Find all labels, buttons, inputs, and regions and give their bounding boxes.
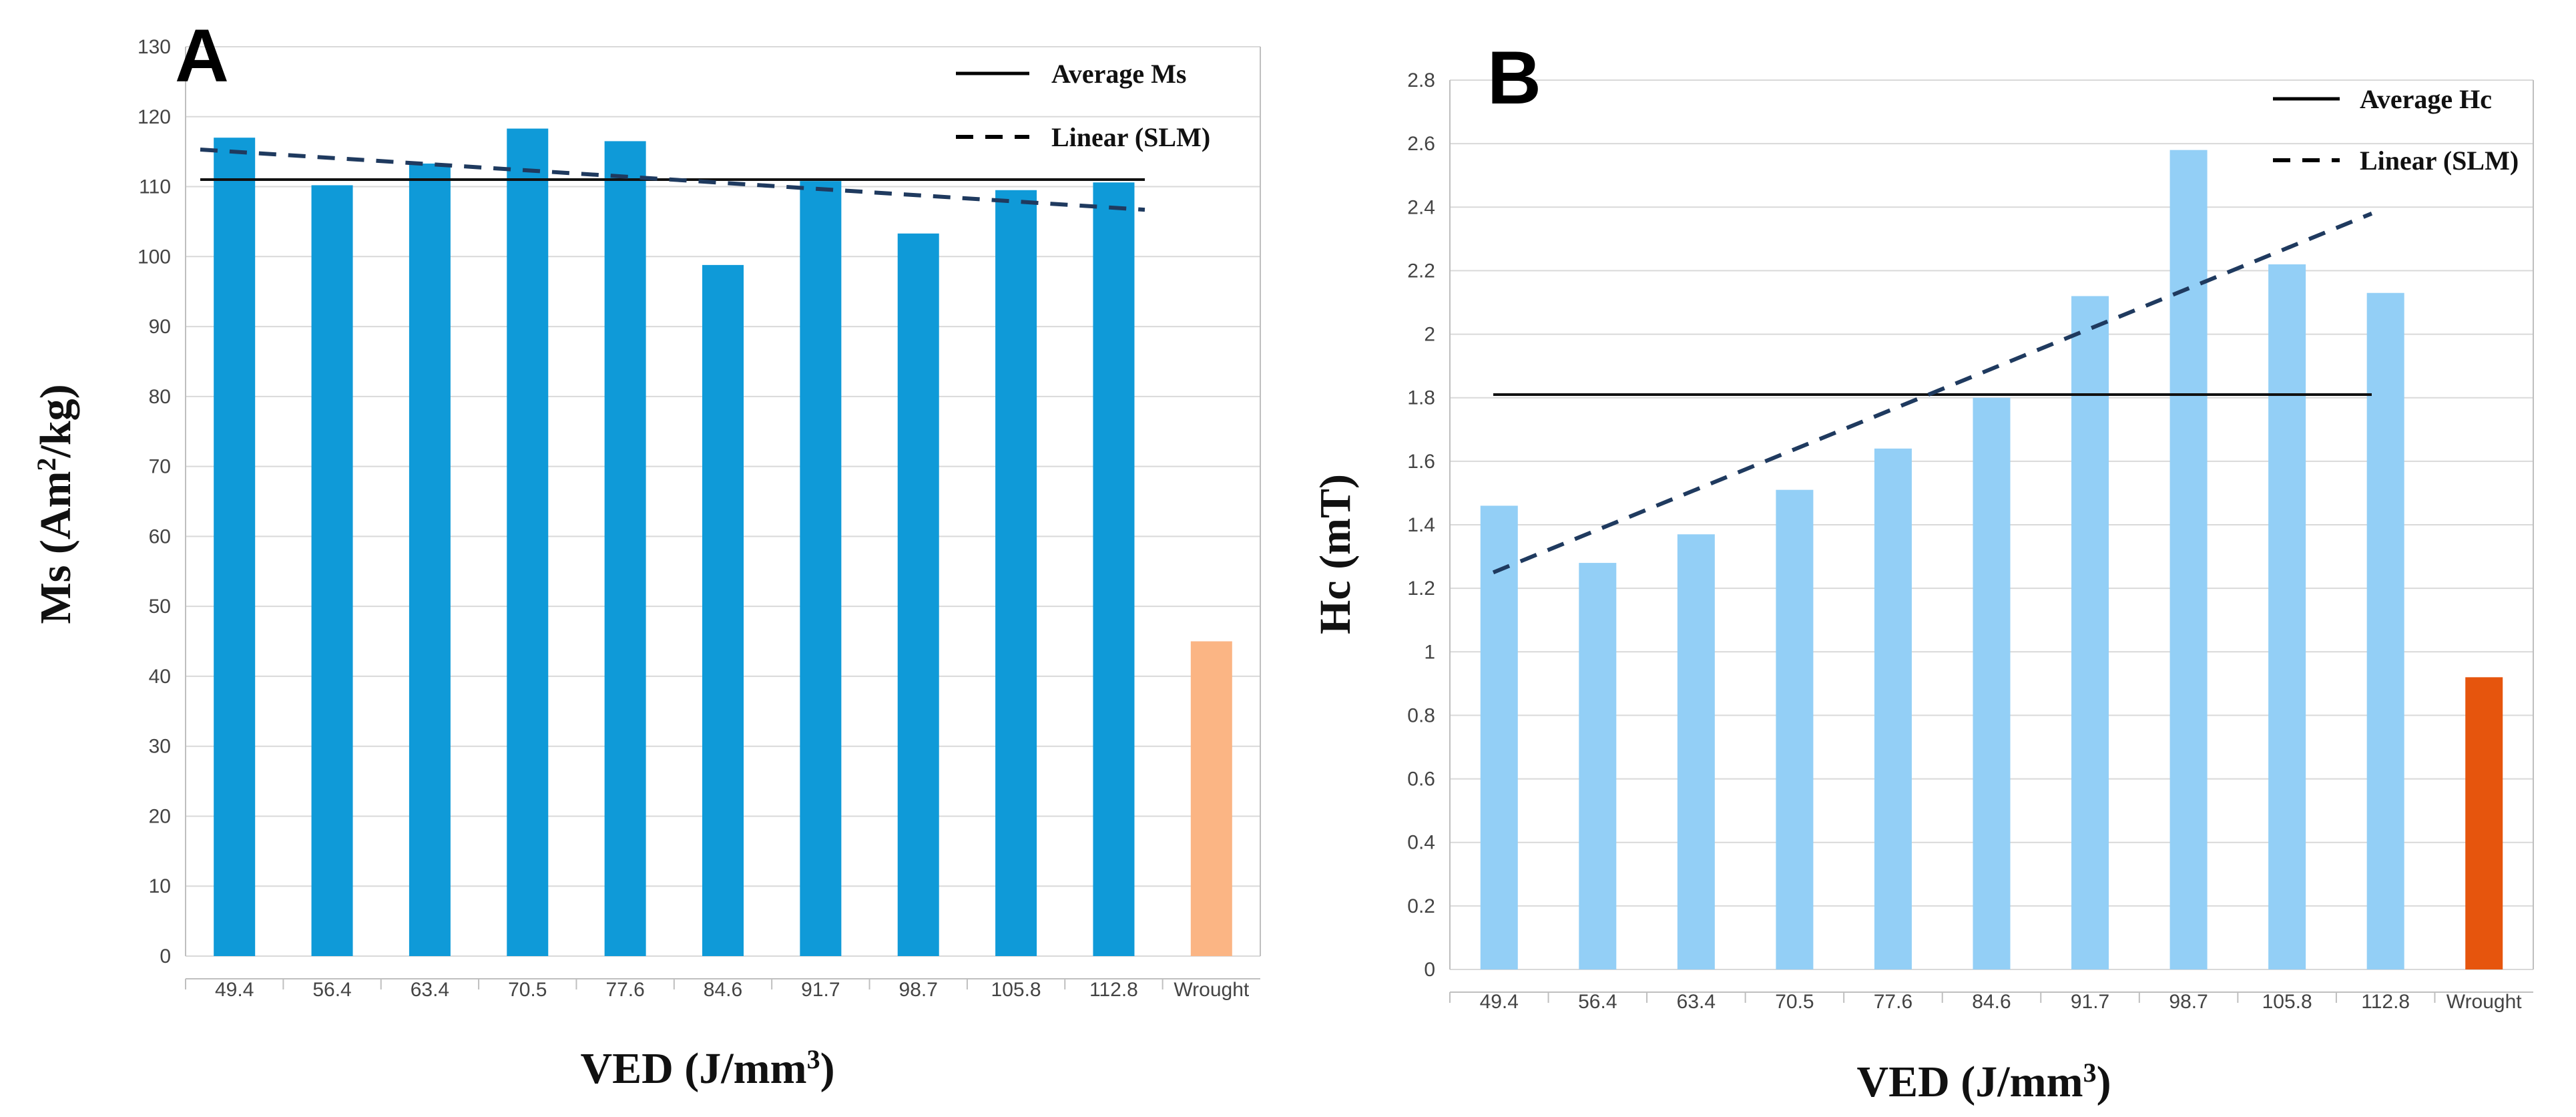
y-tick-label-a: 0	[160, 945, 171, 967]
x-tick-label-b: 77.6	[1874, 991, 1912, 1013]
y-axis-label-a: Ms (Am2/kg)	[31, 384, 81, 624]
y-tick-label-a: 120	[138, 106, 171, 128]
x-axis-label-b: VED (J/mm3)	[1856, 1058, 2111, 1107]
y-tick-label-b: 1	[1424, 641, 1435, 663]
y-tick-label-b: 2.4	[1407, 196, 1435, 218]
legend-trend-label-b: Linear (SLM)	[2360, 146, 2519, 176]
bar-b-49.4	[1480, 505, 1518, 969]
y-tick-label-b: 2.2	[1407, 260, 1435, 282]
bar-b-70.5	[1776, 489, 1814, 969]
x-tick-label-a: 91.7	[801, 979, 840, 1001]
y-tick-label-a: 10	[149, 875, 171, 897]
trend-line-a	[200, 148, 1145, 212]
y-tick-label-a: 70	[149, 456, 171, 478]
y-tick-label-a: 90	[149, 316, 171, 338]
bar-a-98.7	[897, 233, 939, 956]
bars-b	[1480, 150, 2503, 970]
trend-line-b	[1492, 212, 2373, 575]
y-ticks-b: 0 0.2 0.4 0.6 0.8 1 1.2 1.4 1.6 1.8 2 2.2 2.4 2.6 2.8	[1407, 69, 1435, 981]
panel-label-a: A	[175, 14, 229, 97]
y-tick-label-a: 130	[138, 36, 171, 58]
legend-average-label-b: Average Hc	[2360, 84, 2492, 114]
legend-trend-label-a: Linear (SLM)	[1051, 122, 1210, 152]
y-tick-label-b: 0.2	[1407, 895, 1435, 917]
y-tick-label-b: 1.8	[1407, 387, 1435, 409]
bar-a-70.5	[507, 128, 549, 957]
bar-a-49.4	[214, 138, 256, 957]
legend-average-label-a: Average Ms	[1051, 59, 1187, 89]
y-tick-label-a: 40	[149, 666, 171, 688]
x-ticks-a: 49.4 56.4 63.4 70.5 77.6 84.6 91.7 98.7 105.8 112…	[185, 979, 1250, 1001]
y-tick-label-a: 100	[138, 246, 171, 268]
x-tick-label-b: 105.8	[2262, 991, 2312, 1013]
x-tick-label-b: 56.4	[1578, 991, 1617, 1013]
bar-a-91.7	[800, 181, 842, 956]
bar-b-Wrought	[2465, 677, 2503, 969]
bar-a-84.6	[702, 264, 744, 956]
x-tick-label-b: 63.4	[1677, 991, 1716, 1013]
bar-a-105.8	[995, 190, 1037, 957]
bar-b-98.7	[2169, 150, 2208, 970]
x-tick-label-b: 49.4	[1480, 991, 1519, 1013]
y-tick-label-a: 50	[149, 596, 171, 618]
x-ticks-b: 49.4 56.4 63.4 70.5 77.6 84.6 91.7 98.7 105.8 112…	[1449, 991, 2523, 1013]
x-tick-label-a: 49.4	[215, 979, 254, 1001]
bar-a-77.6	[604, 141, 646, 956]
bar-a-56.4	[311, 185, 353, 956]
chart-b: 00.20.40.60.811.21.41.61.822.22.42.62.8 …	[1311, 36, 2534, 1107]
overlay-lines-b	[1492, 212, 2373, 575]
bar-b-112.8	[2366, 292, 2404, 969]
x-tick-label-b: 112.8	[2361, 991, 2410, 1013]
x-tick-label-a: 98.7	[899, 979, 938, 1001]
bars-a	[214, 128, 1232, 957]
legend-b: Average Hc Linear (SLM)	[2273, 84, 2519, 176]
panel-label-b: B	[1487, 36, 1541, 120]
y-tick-label-b: 2.6	[1407, 133, 1435, 155]
y-tick-label-b: 1.6	[1407, 451, 1435, 473]
y-tick-label-a: 60	[149, 525, 171, 547]
bar-a-63.4	[409, 163, 451, 957]
y-tick-label-a: 110	[139, 176, 171, 198]
y-tick-label-b: 0.6	[1407, 768, 1435, 791]
x-tick-label-b: 84.6	[1972, 991, 2011, 1013]
bar-b-77.6	[1874, 448, 1912, 969]
bar-a-Wrought	[1190, 641, 1232, 956]
x-tick-label-b: 91.7	[2071, 991, 2109, 1013]
y-tick-label-b: 0.8	[1407, 704, 1435, 726]
x-tick-label-a: 84.6	[704, 979, 742, 1001]
y-tick-label-b: 1.2	[1407, 578, 1435, 600]
overlay-lines-a	[200, 148, 1145, 212]
bar-b-63.4	[1677, 534, 1715, 969]
y-tick-label-b: 0	[1424, 959, 1435, 981]
y-ticks-a: 0 10 20 30 40 50 60 70 80 90 100 110 120 130	[138, 36, 171, 967]
bar-a-112.8	[1093, 182, 1135, 956]
y-tick-label-b: 0.4	[1407, 832, 1435, 854]
y-tick-label-b: 1.4	[1407, 514, 1435, 536]
bar-b-84.6	[1973, 397, 2011, 969]
bar-b-91.7	[2071, 296, 2109, 969]
x-axis-label-a: VED (J/mm3)	[580, 1044, 834, 1094]
x-tick-label-a: 63.4	[411, 979, 449, 1001]
x-tick-label-b: Wrought	[2446, 991, 2523, 1013]
legend-a: Average Ms Linear (SLM)	[956, 59, 1210, 152]
y-tick-label-a: 30	[149, 736, 171, 758]
x-tick-label-a: 77.6	[605, 979, 644, 1001]
y-axis-label-b: Hc (mT)	[1311, 474, 1360, 634]
chart-a: 0 10 20 30 40 50 60 70 80 90 100 110 120 130 49.4 56.4…	[31, 14, 1261, 1093]
x-tick-label-a: 70.5	[508, 979, 547, 1001]
bar-b-105.8	[2268, 264, 2306, 969]
x-tick-label-a: 105.8	[991, 979, 1041, 1001]
x-tick-label-a: 56.4	[312, 979, 351, 1001]
y-tick-label-a: 80	[149, 386, 171, 408]
x-tick-label-b: 98.7	[2169, 991, 2208, 1013]
y-tick-label-b: 2.8	[1407, 69, 1435, 91]
x-tick-label-a: Wrought	[1174, 979, 1250, 1001]
bar-b-56.4	[1579, 563, 1617, 969]
x-tick-label-a: 112.8	[1089, 979, 1138, 1001]
x-tick-label-b: 70.5	[1775, 991, 1814, 1013]
y-tick-label-a: 20	[149, 805, 171, 827]
y-tick-label-b: 2	[1424, 324, 1435, 346]
